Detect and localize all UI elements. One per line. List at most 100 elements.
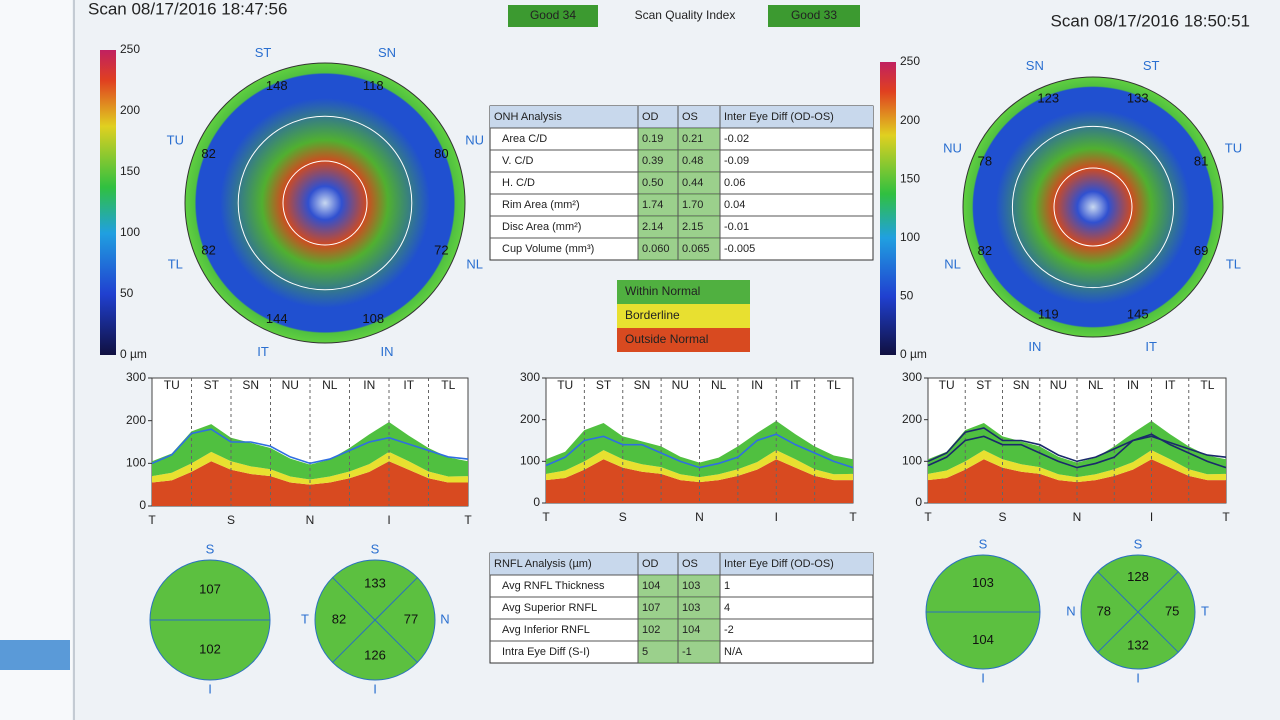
sector-value: 82 [201, 243, 215, 258]
side-tab [0, 640, 70, 670]
thickness-map [962, 76, 1224, 338]
sector-label: IT [790, 378, 801, 392]
cell-text: 104 [642, 580, 660, 592]
cell-text: V. C/D [502, 155, 533, 167]
sector-value: 132 [1127, 638, 1149, 653]
scale-label: 100 [120, 225, 140, 239]
cell [678, 150, 720, 172]
x-label: N [695, 510, 704, 524]
sector-label: NL [711, 378, 727, 392]
legend-swatch [617, 280, 750, 304]
sector-value: 72 [434, 243, 448, 258]
x-label: T [1222, 510, 1230, 524]
scale-label: 150 [900, 171, 920, 185]
scale-label: 200 [120, 103, 140, 117]
sector-label: IT [1165, 378, 1176, 392]
cell-text: Avg RNFL Thickness [502, 580, 605, 592]
norm-band [152, 421, 468, 480]
scale-label: 50 [900, 289, 914, 303]
cell-text: 0.060 [642, 243, 670, 255]
x-label: T [464, 513, 472, 527]
x-label: T [542, 510, 550, 524]
cell-text: 0.19 [642, 133, 663, 145]
sector-name: IN [1028, 339, 1041, 354]
cell [638, 238, 678, 260]
x-label: I [387, 513, 390, 527]
sector-value: 144 [266, 311, 288, 326]
sector-value: 82 [201, 146, 215, 161]
sector-label: I [981, 670, 985, 685]
cell-text: Inter Eye Diff (OD-OS) [724, 558, 834, 570]
thickness-map [184, 62, 466, 344]
sector-value: 104 [972, 632, 994, 647]
divider [1097, 571, 1179, 653]
y-tick-label: 300 [902, 370, 922, 384]
cell-text: Avg Superior RNFL [502, 602, 597, 614]
x-label: T [924, 510, 932, 524]
cell [638, 194, 678, 216]
sector-value: 145 [1127, 307, 1149, 322]
sector-label: S [206, 541, 215, 556]
sector-name: TU [1225, 140, 1242, 155]
sector-label: NL [322, 378, 338, 392]
sector-value: 118 [363, 78, 384, 93]
scale-label: 0 µm [900, 347, 927, 361]
map-ring [1011, 125, 1175, 289]
legend-swatch [617, 304, 750, 328]
cell-text: OD [642, 558, 659, 570]
cell-text: 2.14 [642, 221, 663, 233]
quality-od: Good 34 [530, 8, 576, 22]
color-scale [100, 50, 116, 355]
sector-label: TU [164, 378, 180, 392]
cell [638, 172, 678, 194]
color-scale [880, 62, 896, 355]
sector-label: NL [1088, 378, 1104, 392]
cell [678, 194, 720, 216]
cell-text: 1.70 [682, 199, 703, 211]
y-tick-label: 100 [126, 456, 146, 470]
sector-label: IT [403, 378, 414, 392]
scale-label: 50 [120, 286, 134, 300]
sector-value: 126 [364, 647, 386, 662]
legend-swatch [617, 328, 750, 352]
sector-label: S [979, 536, 988, 551]
sector-label: N [440, 611, 449, 626]
y-tick-label: 300 [126, 370, 146, 384]
cell-text: 0.21 [682, 133, 703, 145]
cell-text: -0.005 [724, 243, 755, 255]
left-scan: Scan 08/17/2016 18:47:56 [88, 0, 287, 18]
y-tick-label: 200 [520, 412, 540, 426]
sector-name: IT [257, 344, 269, 359]
y-tick-label: 0 [139, 498, 146, 512]
sector-value: 80 [434, 146, 448, 161]
cell-text: OS [682, 558, 698, 570]
table-header [490, 553, 873, 575]
thickness-line [927, 433, 1227, 469]
sector-label: T [1201, 603, 1209, 618]
cell-text: 0.04 [724, 199, 745, 211]
legend-label: Borderline [625, 308, 680, 322]
cell-text: Avg Inferior RNFL [502, 624, 590, 636]
y-tick-label: 0 [533, 495, 540, 509]
cell [638, 128, 678, 150]
cell-text: 1.74 [642, 199, 663, 211]
cell [638, 150, 678, 172]
cell [678, 641, 720, 663]
y-tick-label: 200 [126, 413, 146, 427]
sector-value: 82 [978, 243, 992, 258]
sector-label: TU [557, 378, 573, 392]
sector-label: ST [596, 378, 612, 392]
side-panel [0, 0, 72, 720]
cell-text: N/A [724, 646, 743, 658]
cell [638, 575, 678, 597]
x-label: N [1073, 510, 1082, 524]
cell-text: -0.02 [724, 133, 749, 145]
sector-name: NL [466, 256, 483, 271]
sector-name: TL [1226, 257, 1241, 272]
sector-value: 148 [266, 78, 288, 93]
map-ring [1053, 167, 1133, 247]
x-label: S [619, 510, 627, 524]
sector-label: NU [282, 378, 299, 392]
legend-label: Outside Normal [625, 332, 708, 346]
sector-label: I [208, 681, 212, 696]
